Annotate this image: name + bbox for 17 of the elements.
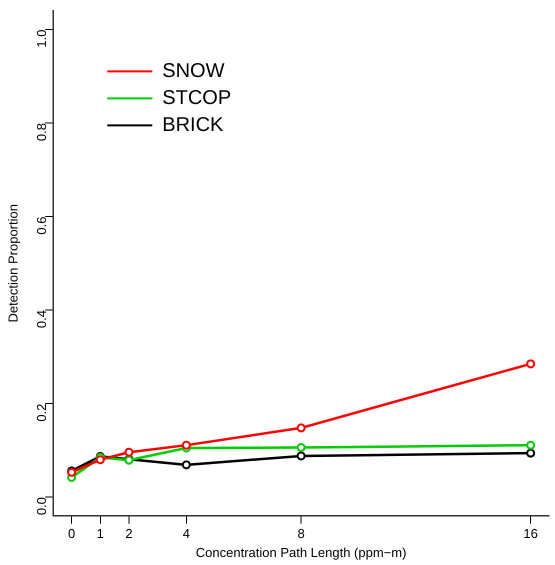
x-tick-label: 4 [182,526,190,542]
x-tick-label: 16 [523,526,538,542]
y-tick-label: 0.8 [34,123,49,142]
y-tick-label: 0.4 [34,310,49,328]
y-tick-label: 0.0 [34,497,49,516]
x-tick-label: 1 [96,526,104,542]
x-tick-label: 0 [68,526,76,542]
x-tick-label: 2 [125,526,133,542]
x-axis-title: Concentration Path Length (ppm−m) [196,544,406,560]
y-axis-title: Detection Proportion [5,204,20,323]
legend-label: SNOW [162,60,225,82]
legend-label: STCOP [162,86,232,109]
y-tick-label: 1.0 [34,30,49,48]
legend-label: BRICK [162,114,224,136]
x-tick-label: 8 [297,526,305,542]
y-tick-label: 0.6 [34,216,49,235]
y-tick-label: 0.2 [34,404,49,422]
